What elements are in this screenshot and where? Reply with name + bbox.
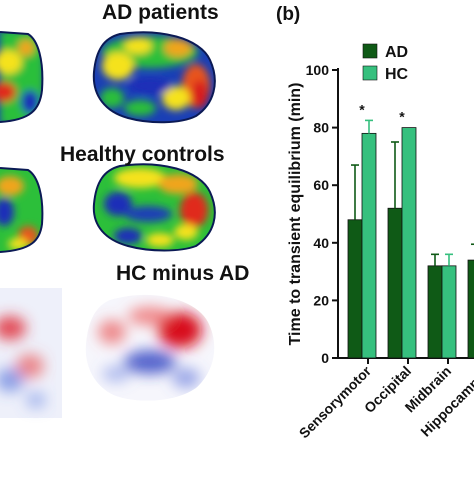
bar-ad [427, 265, 443, 359]
hc-brain-sagittal-slice [92, 163, 216, 252]
legend-label-ad: AD [385, 44, 408, 61]
ad-brain-partial-slice [0, 31, 44, 123]
bar-ad [387, 207, 403, 359]
y-tick-label: 40 [313, 235, 329, 251]
y-tick-label: 100 [306, 62, 330, 78]
difference-partial-slice [0, 288, 62, 418]
y-tick-label: 0 [321, 350, 329, 366]
y-tick-label: 60 [313, 177, 329, 193]
bar-hc [401, 127, 417, 359]
ad-patients-title: AD patients [102, 1, 219, 24]
ad-brain-sagittal-slice [92, 31, 216, 124]
significance-marker: * [399, 109, 405, 125]
bar-ad [467, 259, 474, 359]
brain-image-panel [0, 31, 216, 418]
panel-label: (b) [276, 4, 300, 25]
difference-sagittal-slice [85, 294, 215, 401]
y-axis-label: Time to transient equilibrium (min) [287, 83, 304, 346]
y-tick-label: 80 [313, 120, 329, 136]
significance-marker: * [359, 101, 365, 117]
bar-hc [441, 265, 457, 359]
bar-hc [361, 132, 377, 359]
hc-minus-ad-title: HC minus AD [116, 262, 250, 285]
bar-ad [347, 219, 363, 359]
hc-brain-partial-slice [0, 167, 44, 253]
legend-swatch-ad [362, 43, 378, 59]
healthy-controls-title: Healthy controls [60, 143, 225, 166]
legend-swatch-hc [362, 65, 378, 81]
y-tick-label: 20 [313, 292, 329, 308]
legend-label-hc: HC [385, 66, 409, 83]
